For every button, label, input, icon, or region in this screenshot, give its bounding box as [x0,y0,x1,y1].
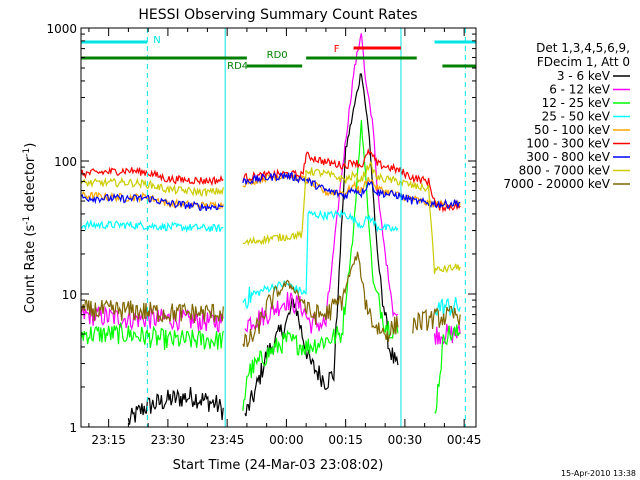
footer-date: 15-Apr-2010 13:38 [561,469,636,478]
flag-layer: N RD0 RD4 F [81,35,476,72]
y-axis-label-sup1: -1 [22,216,32,225]
series-7000-20000-kev-line [81,299,224,324]
series-800-7000-kev-line [81,176,224,197]
y-axis-label: Count Rate (s-1 detector-1) [22,143,38,314]
series-7000-20000-kev-line [412,305,461,334]
legend-label-25-50-kev: 25 - 50 keV [542,110,611,124]
flag-rd0-label: RD0 [267,50,288,61]
flag-flare-label: F [334,44,340,55]
series-25-50-kev-line [242,209,399,310]
x-tick-label: 00:30 [388,433,423,447]
legend-label-50-100-kev: 50 - 100 keV [534,123,611,137]
series-7000-20000-kev-line [242,251,399,348]
y-tick-label: 100 [54,155,77,169]
series-300-800-kev-line [81,192,224,212]
legend-label-3-6-kev: 3 - 6 keV [557,69,611,83]
y-axis-label-part1: Count Rate (s [23,225,38,314]
flag-rd4-label: RD4 [227,61,248,72]
series-3-6-kev-line [244,73,399,417]
plot-frame [80,27,477,428]
legend-header-line1: Det 1,3,4,5,6,9, [536,41,630,55]
legend-label-300-800-kev: 300 - 800 keV [526,150,610,164]
x-tick-label: 23:15 [91,433,126,447]
y-axis-label-part2: detector [23,156,38,216]
flag-night-label: N [153,35,160,46]
series-100-300-kev-line [242,147,461,213]
series-25-50-kev-line [81,218,224,234]
y-axis-label-part3: ) [23,143,38,148]
series-layer [81,33,461,425]
vline-layer [146,28,466,427]
axis-layer: 23:15 23:30 23:45 00:00 00:15 00:30 00:45 1 10 10… [46,22,481,447]
x-tick-label: 00:45 [447,433,482,447]
legend-header-line2: FDecim 1, Att 0 [537,55,630,69]
legend: Det 1,3,4,5,6,9, FDecim 1, Att 0 3 - 6 k… [503,41,630,191]
series-12-25-kev-line [81,321,224,351]
y-tick-label: 10 [62,288,77,302]
series-300-800-kev-line [242,171,461,209]
legend-label-6-12-kev: 6 - 12 keV [549,83,611,97]
series-6-12-kev-line [244,33,399,334]
y-tick-label: 1000 [46,22,77,36]
series-12-25-kev-line [434,324,461,414]
series-12-25-kev-line [242,120,399,411]
x-tick-label: 23:45 [210,433,245,447]
legend-label-800-7000-kev: 800 - 7000 keV [519,164,611,178]
chart-title: HESSI Observing Summary Count Rates [138,7,417,23]
legend-label-100-300-kev: 100 - 300 keV [526,137,610,151]
y-axis-label-sup2: -1 [22,148,32,157]
series-100-300-kev-line [81,166,224,187]
legend-label-12-25-kev: 12 - 25 keV [542,96,611,110]
x-axis-label: Start Time (24-Mar-03 23:08:02) [173,458,384,473]
series-3-6-kev-line [127,387,224,425]
y-tick-label: 1 [69,421,77,435]
x-tick-label: 23:30 [151,433,186,447]
legend-label-7000-20000-kev: 7000 - 20000 keV [503,177,610,191]
x-tick-label: 00:00 [269,433,304,447]
series-25-50-kev-line [433,296,461,317]
series-800-7000-kev-line [242,160,461,275]
x-tick-label: 00:15 [328,433,363,447]
